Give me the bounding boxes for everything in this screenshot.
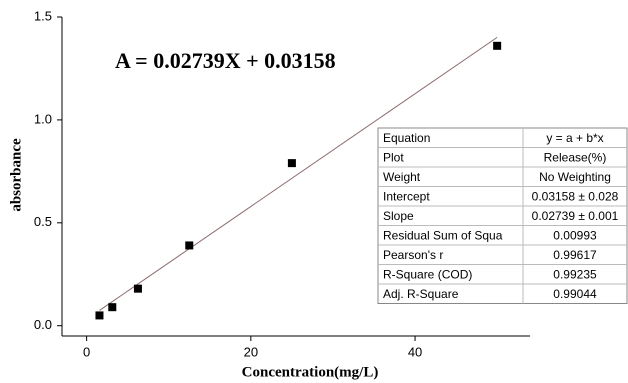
x-axis-label: Concentration(mg/L)	[242, 364, 379, 380]
table-cell: Release(%)	[544, 150, 607, 164]
point	[95, 311, 104, 320]
table-cell: Slope	[383, 209, 414, 223]
table-cell: Plot	[383, 150, 404, 164]
y-tick-label: 0.5	[34, 214, 52, 229]
point	[287, 159, 296, 168]
y-tick-label: 0.0	[34, 317, 52, 332]
x-tick-label: 20	[244, 344, 258, 359]
table-cell: 0.99617	[553, 248, 597, 262]
y-axis-label: absorbance	[8, 138, 24, 212]
table-frame	[377, 127, 628, 304]
table-cell: Equation	[383, 131, 430, 145]
table-cell: 0.00993	[553, 228, 597, 242]
table-cell: y = a + b*x	[546, 131, 603, 145]
table-cell: 0.99044	[553, 287, 597, 301]
table-cell: No Weighting	[539, 170, 611, 184]
y-tick-label: 1.0	[34, 111, 52, 126]
x-tick-label: 40	[408, 344, 422, 359]
point	[133, 284, 142, 293]
annotation: A = 0.02739X + 0.03158	[115, 48, 336, 73]
x-tick-label: 0	[83, 344, 90, 359]
table-cell: Residual Sum of Squa	[383, 228, 503, 242]
y-tick-label: 1.5	[34, 8, 52, 23]
table-cell: 0.99235	[553, 267, 597, 281]
fit-line	[99, 36, 498, 311]
table-cell: Intercept	[383, 189, 430, 203]
point	[493, 41, 502, 50]
table-cell: Adj. R-Square	[383, 287, 459, 301]
table-cell: 0.02739 ± 0.001	[532, 209, 619, 223]
table-cell: Pearson's r	[383, 248, 443, 262]
table-cell: 0.03158 ± 0.028	[532, 189, 619, 203]
point	[185, 241, 194, 250]
table-cell: Weight	[383, 170, 421, 184]
table-cell: R-Square (COD)	[383, 267, 472, 281]
point	[108, 303, 117, 312]
